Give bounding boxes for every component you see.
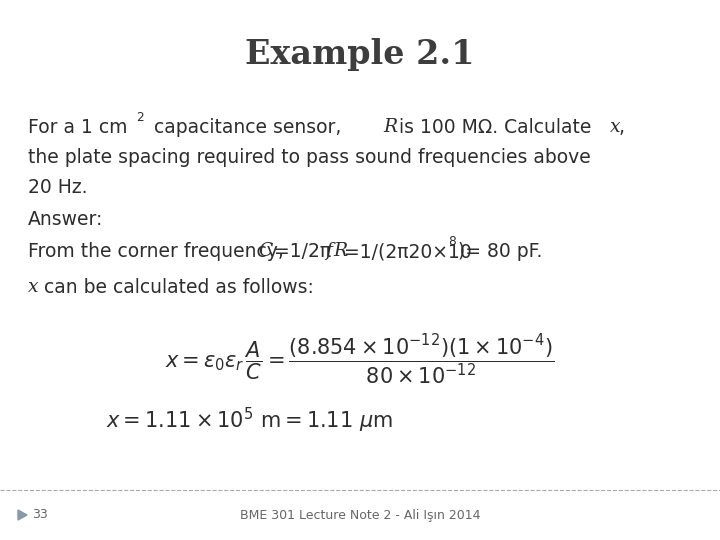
Text: From the corner frequency,: From the corner frequency, (28, 242, 290, 261)
Text: C: C (258, 242, 272, 260)
Text: x: x (610, 118, 621, 136)
Text: $x = \varepsilon_0\varepsilon_r\,\dfrac{A}{C} = \dfrac{(8.854\times10^{-12})(1\t: $x = \varepsilon_0\varepsilon_r\,\dfrac{… (166, 333, 554, 387)
Text: the plate spacing required to pass sound frequencies above: the plate spacing required to pass sound… (28, 148, 590, 167)
Text: is 100 MΩ. Calculate: is 100 MΩ. Calculate (393, 118, 598, 137)
Text: )= 80 pF.: )= 80 pF. (458, 242, 542, 261)
Text: f: f (325, 242, 332, 260)
Text: 20 Hz.: 20 Hz. (28, 178, 88, 197)
Text: x: x (28, 278, 39, 296)
Text: =1/2π: =1/2π (268, 242, 331, 261)
Text: For a 1 cm: For a 1 cm (28, 118, 127, 137)
Text: Example 2.1: Example 2.1 (246, 38, 474, 71)
Text: $x = 1.11\times10^5\ \mathrm{m} = 1.11\ \mu\mathrm{m}$: $x = 1.11\times10^5\ \mathrm{m} = 1.11\ … (107, 406, 394, 435)
Text: ,: , (619, 118, 625, 137)
Polygon shape (18, 510, 27, 520)
Text: 2: 2 (136, 111, 144, 124)
Text: capacitance sensor,: capacitance sensor, (148, 118, 347, 137)
Text: 8: 8 (448, 235, 456, 248)
Text: R: R (333, 242, 347, 260)
Text: BME 301 Lecture Note 2 - Ali Işın 2014: BME 301 Lecture Note 2 - Ali Işın 2014 (240, 509, 480, 522)
Text: can be calculated as follows:: can be calculated as follows: (38, 278, 314, 297)
Text: Answer:: Answer: (28, 210, 104, 229)
Text: 33: 33 (32, 509, 48, 522)
Text: =1/(2π20×10: =1/(2π20×10 (344, 242, 472, 261)
Text: R: R (383, 118, 397, 136)
